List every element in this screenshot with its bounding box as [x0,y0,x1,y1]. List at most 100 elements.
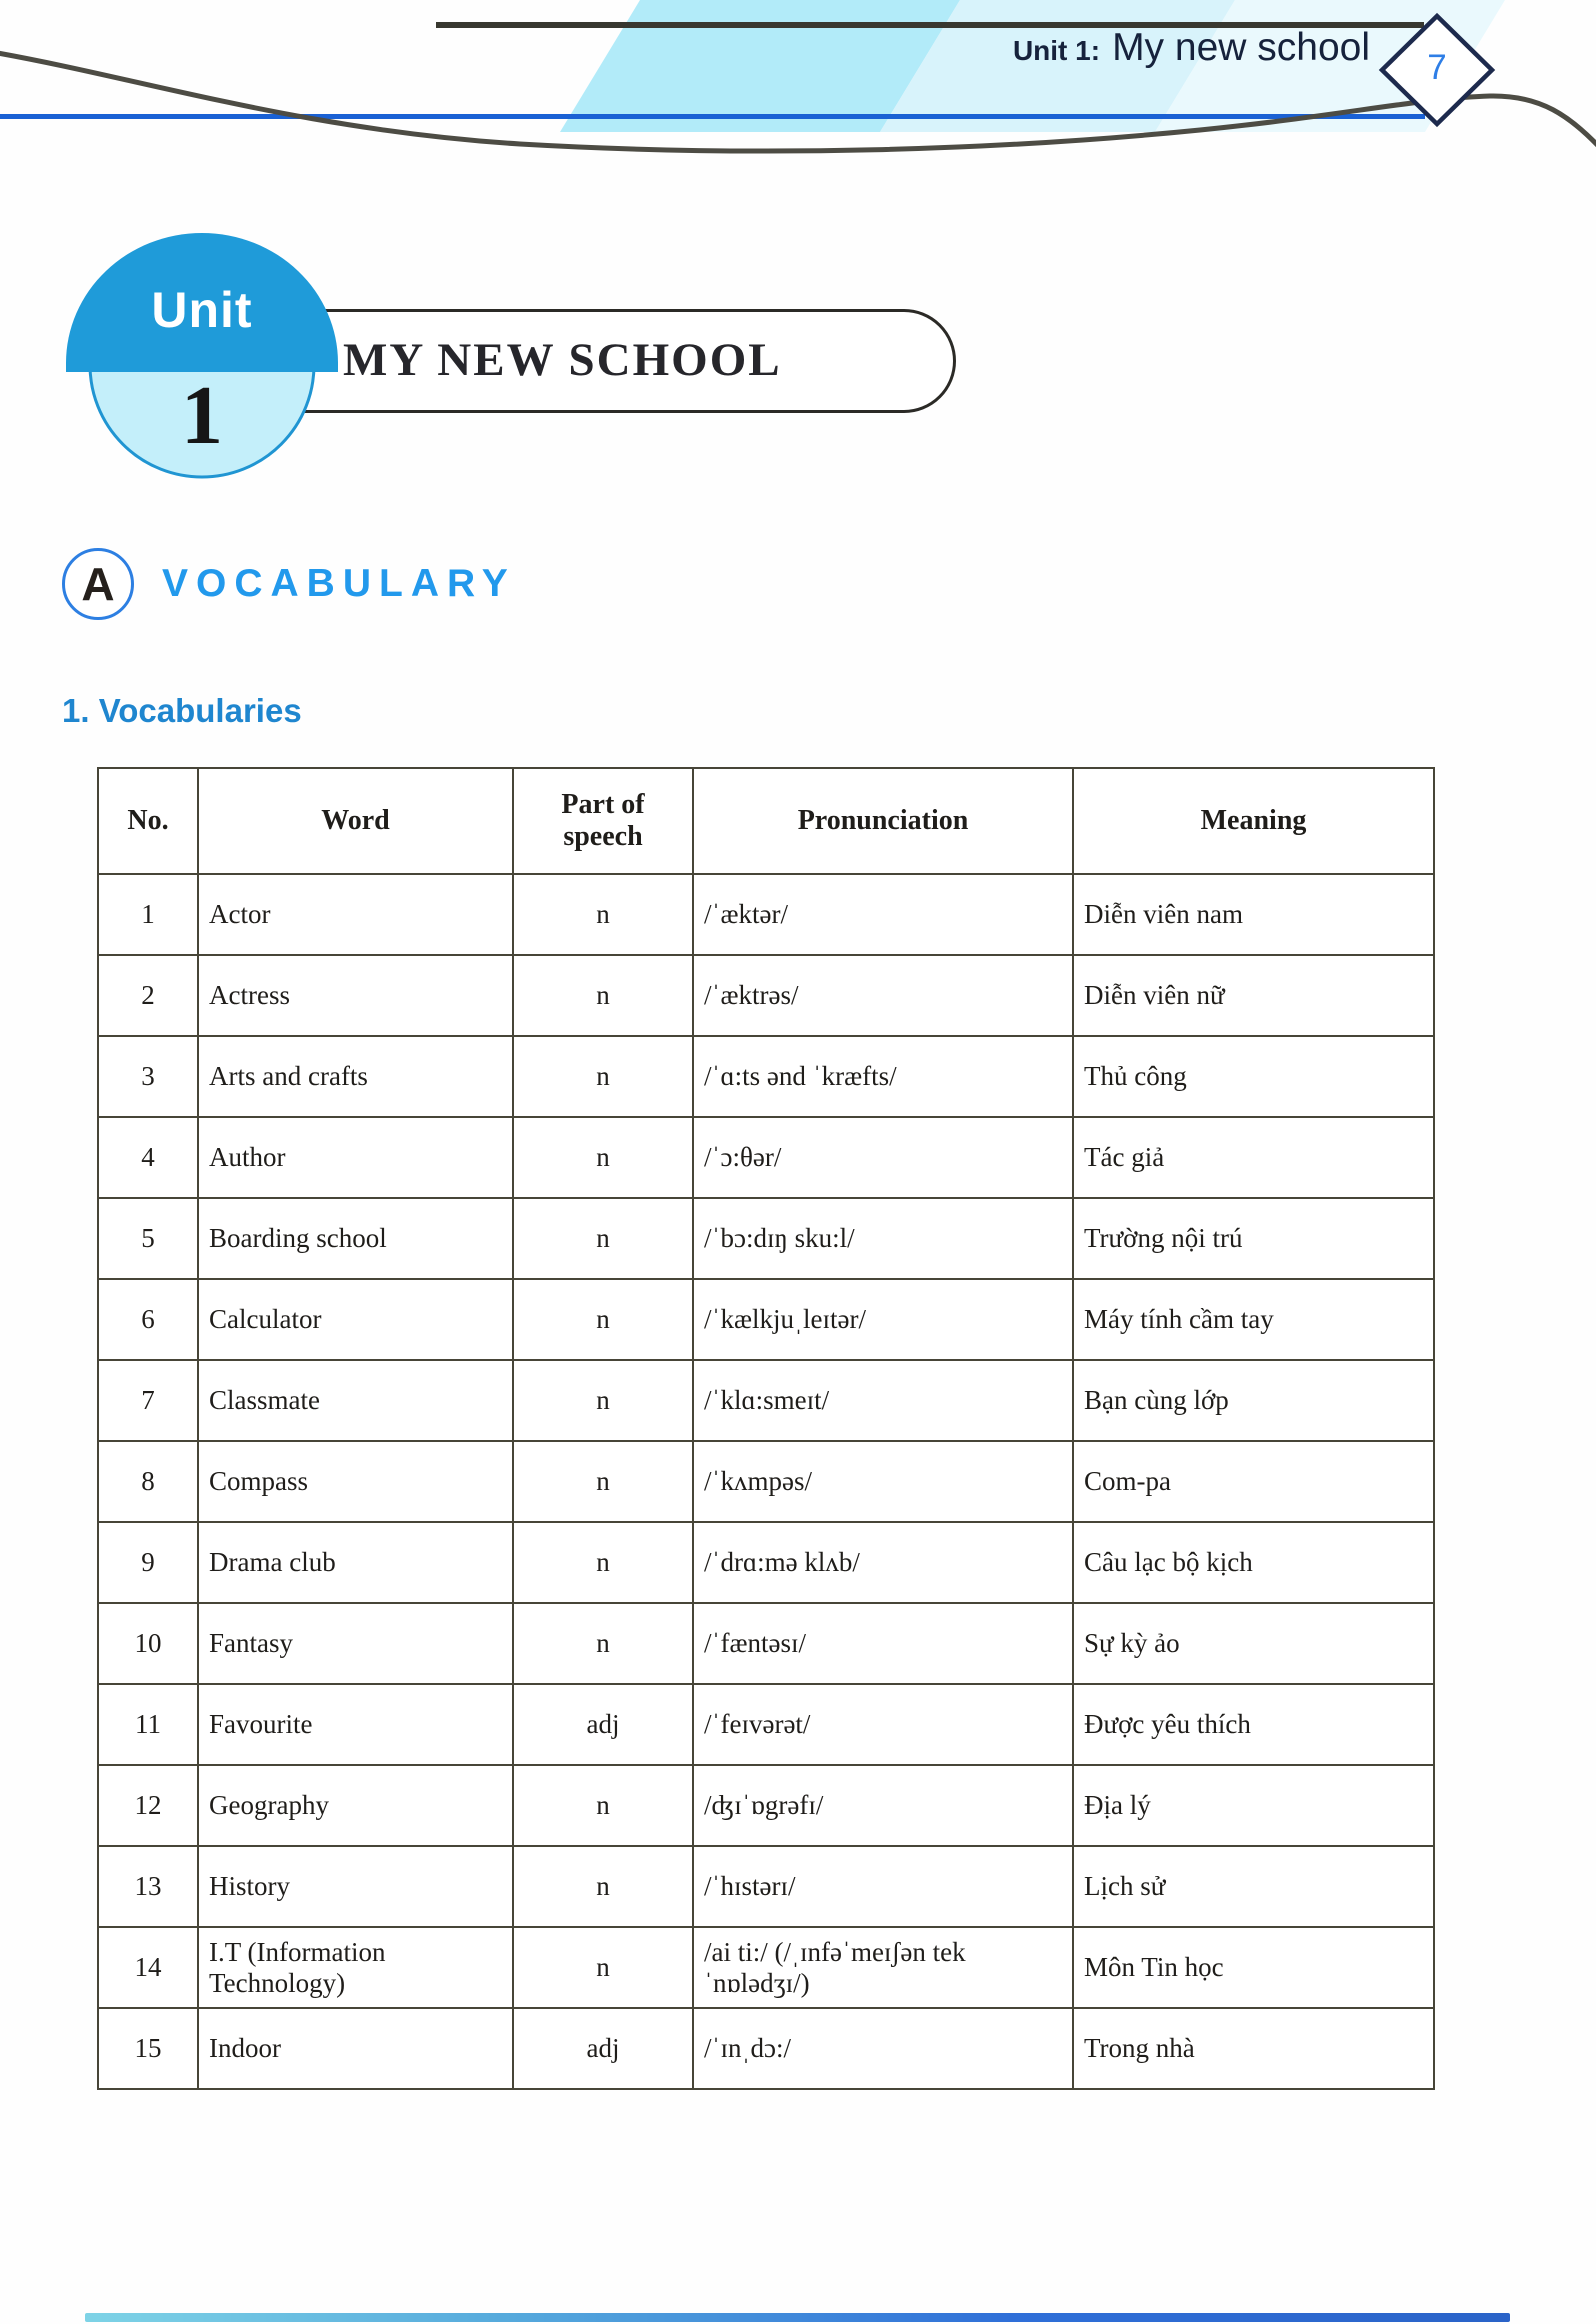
cell-meaning: Được yêu thích [1072,1683,1435,1766]
header-unit-label: Unit 1: [1012,35,1101,66]
table-row: 10 Fantasy n/ˈfæntəsɪ/Sự kỳ ảo [97,1602,1435,1685]
page-number: 7 [1427,48,1447,87]
table-row: 14 I.T (Information Technology) n/ai ti:/ … [97,1926,1435,2009]
section-title: VOCABULARY [162,562,516,605]
header-unit-title: My new school [1112,26,1370,69]
cell-pos: n [512,1359,694,1442]
cell-no: 9 [97,1521,199,1604]
cell-word: Actor [197,873,514,956]
cell-meaning: Diễn viên nam [1072,873,1435,956]
col-header-no: No. [97,767,199,875]
subheading-vocabularies: 1. Vocabularies [62,692,302,729]
cell-meaning: Lịch sử [1072,1845,1435,1928]
unit-badge: Unit 1 [60,215,344,487]
cell-pos: adj [512,2007,694,2090]
col-header-pronunciation: Pronunciation [692,767,1074,875]
cell-meaning: Com-pa [1072,1440,1435,1523]
cell-no: 11 [97,1683,199,1766]
cell-pos: n [512,1440,694,1523]
cell-pos: adj [512,1683,694,1766]
cell-pronunciation: /ˈfeɪvərət/ [692,1683,1074,1766]
table-row: 13 History n/ˈhɪstərɪ/Lịch sử [97,1845,1435,1928]
cell-pos: n [512,1116,694,1199]
cell-pos: n [512,1278,694,1361]
cell-pronunciation: /ˈbɔ:dɪŋ sku:l/ [692,1197,1074,1280]
top-rule [436,22,1424,28]
bottom-accent-bar [85,2313,1510,2322]
table-row: 3 Arts and crafts n/ˈɑ:ts ənd ˈkræfts/Thủ … [97,1035,1435,1118]
swoosh-line [0,50,1596,154]
cell-pronunciation: /ˈkælkjuˌleɪtər/ [692,1278,1074,1361]
cell-pronunciation: /ˈɔ:θər/ [692,1116,1074,1199]
col-header-meaning: Meaning [1072,767,1435,875]
unit-badge-number: 1 [181,369,223,462]
table-row: 4 Author n/ˈɔ:θər/Tác giả [97,1116,1435,1199]
cell-pronunciation: /ˈæktrəs/ [692,954,1074,1037]
cell-meaning: Câu lạc bộ kịch [1072,1521,1435,1604]
blue-rule [0,114,1425,119]
cell-word: Classmate [197,1359,514,1442]
cell-no: 2 [97,954,199,1037]
cell-meaning: Bạn cùng lớp [1072,1359,1435,1442]
cell-meaning: Máy tính cầm tay [1072,1278,1435,1361]
header-artwork [0,0,1596,154]
cell-word: Geography [197,1764,514,1847]
cell-pronunciation: /ˈdrɑ:mə klʌb/ [692,1521,1074,1604]
table-row: 15 Indoor adj/ˈɪnˌdɔ:/Trong nhà [97,2007,1435,2090]
cell-pronunciation: /ˈhɪstərɪ/ [692,1845,1074,1928]
section-letter-badge: A [62,548,134,620]
cell-meaning: Thủ công [1072,1035,1435,1118]
cell-no: 12 [97,1764,199,1847]
cell-pronunciation: /ˈæktər/ [692,873,1074,956]
cell-word: I.T (Information Technology) [197,1926,514,2009]
unit-title-text: MY NEW SCHOOL [343,334,782,386]
cyan-band-mid [880,0,1235,132]
page-number-diamond [1378,12,1496,128]
cell-no: 6 [97,1278,199,1361]
cell-pronunciation: /ˈkʌmpəs/ [692,1440,1074,1523]
section-letter: A [81,558,115,610]
cell-meaning: Diễn viên nữ [1072,954,1435,1037]
vocab-table-body: 1 Actor n/ˈæktər/Diễn viên nam 2 Actress n/ˈæ… [97,873,1435,2090]
table-row: 6 Calculator n/ˈkælkjuˌleɪtər/Máy tính cầm… [97,1278,1435,1361]
table-header-row: No. Word Part of speech Pronunciation Me… [97,767,1435,875]
cell-word: History [197,1845,514,1928]
cell-pos: n [512,873,694,956]
cell-meaning: Tác giả [1072,1116,1435,1199]
table-row: 9 Drama club n/ˈdrɑ:mə klʌb/Câu lạc bộ kịc… [97,1521,1435,1604]
cell-no: 13 [97,1845,199,1928]
table-row: 12 Geography n/ʤɪˈɒgrəfɪ/Địa lý [97,1764,1435,1847]
cell-word: Drama club [197,1521,514,1604]
cell-meaning: Sự kỳ ảo [1072,1602,1435,1685]
cell-word: Compass [197,1440,514,1523]
cell-no: 5 [97,1197,199,1280]
cell-meaning: Trong nhà [1072,2007,1435,2090]
cell-no: 10 [97,1602,199,1685]
table-row: 1 Actor n/ˈæktər/Diễn viên nam [97,873,1435,956]
cell-no: 1 [97,873,199,956]
cell-pos: n [512,1926,694,2009]
unit-badge-art [66,233,338,479]
cell-no: 7 [97,1359,199,1442]
table-row: 7 Classmate n/ˈklɑ:smeɪt/Bạn cùng lớp [97,1359,1435,1442]
cell-pronunciation: /ˈɪnˌdɔ:/ [692,2007,1074,2090]
cell-pos: n [512,1197,694,1280]
cell-word: Author [197,1116,514,1199]
cell-word: Actress [197,954,514,1037]
cell-meaning: Trường nội trú [1072,1197,1435,1280]
cell-meaning: Địa lý [1072,1764,1435,1847]
cell-word: Fantasy [197,1602,514,1685]
cell-word: Indoor [197,2007,514,2090]
cell-meaning: Môn Tin học [1072,1926,1435,2009]
cell-pronunciation: /ˈɑ:ts ənd ˈkræfts/ [692,1035,1074,1118]
vocabulary-table: No. Word Part of speech Pronunciation Me… [97,767,1435,2090]
cell-word: Calculator [197,1278,514,1361]
cell-pronunciation: /ˈklɑ:smeɪt/ [692,1359,1074,1442]
cell-pos: n [512,1521,694,1604]
cell-pronunciation: /ai ti:/ (/ˌɪnfəˈmeɪʃən tekˈnɒlədʒɪ/) [692,1926,1074,2009]
header-title: Unit 1: My new school [1013,26,1370,70]
cell-pos: n [512,1845,694,1928]
unit-badge-word: Unit [151,282,253,338]
cell-no: 3 [97,1035,199,1118]
